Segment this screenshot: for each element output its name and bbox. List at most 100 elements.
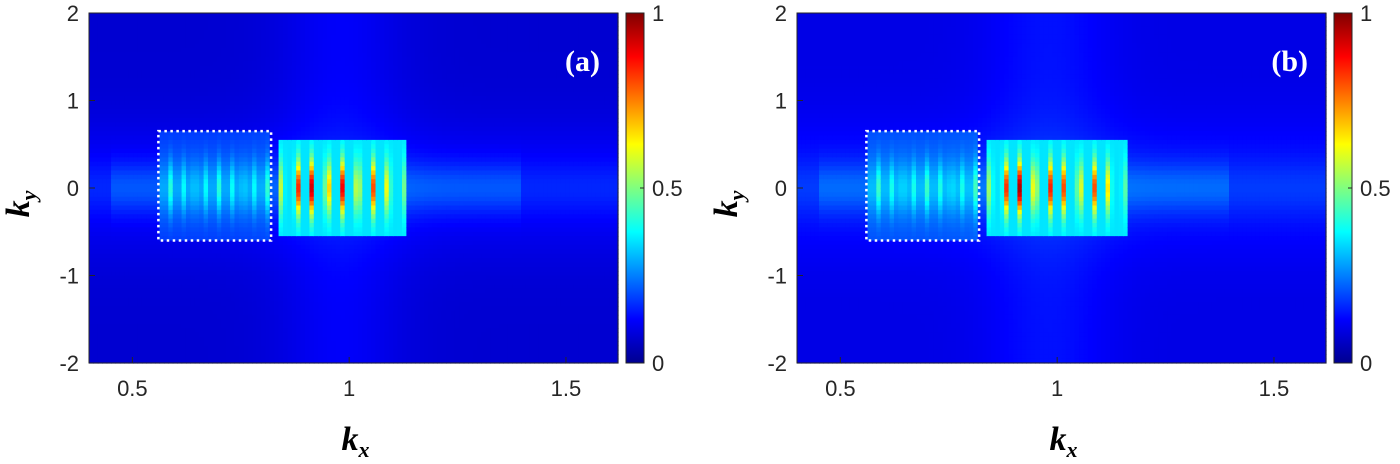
heatmap-cell bbox=[208, 118, 213, 123]
heatmap-cell bbox=[301, 61, 306, 66]
heatmap-cell bbox=[221, 280, 226, 285]
heatmap-cell bbox=[345, 179, 350, 184]
heatmap-cell bbox=[102, 79, 107, 84]
heatmap-cell bbox=[212, 31, 217, 36]
heatmap-cell bbox=[331, 302, 336, 307]
heatmap-cell bbox=[270, 17, 275, 22]
heatmap-cell bbox=[305, 92, 310, 97]
heatmap-cell bbox=[111, 236, 116, 241]
heatmap-cell bbox=[261, 118, 266, 123]
heatmap-cell bbox=[327, 171, 332, 176]
heatmap-cell bbox=[327, 153, 332, 158]
heatmap-cell bbox=[305, 79, 310, 84]
heatmap-cell bbox=[93, 258, 98, 263]
heatmap-cell bbox=[243, 227, 248, 232]
heatmap-cell bbox=[349, 293, 354, 298]
heatmap-cell bbox=[133, 280, 138, 285]
heatmap-cell bbox=[190, 70, 195, 75]
heatmap-cell bbox=[124, 280, 129, 285]
heatmap-cell bbox=[349, 306, 354, 311]
heatmap-cell bbox=[173, 337, 178, 342]
heatmap-cell bbox=[129, 166, 134, 171]
heatmap-cell bbox=[287, 254, 292, 259]
heatmap-cell bbox=[107, 328, 112, 333]
heatmap-cell bbox=[257, 254, 262, 259]
heatmap-cell bbox=[331, 332, 336, 337]
heatmap-cell bbox=[261, 149, 266, 154]
heatmap-cell bbox=[301, 262, 306, 267]
heatmap-cell bbox=[204, 350, 209, 355]
heatmap-cell bbox=[160, 289, 165, 294]
heatmap-cell bbox=[287, 140, 292, 145]
heatmap-cell bbox=[279, 114, 284, 119]
heatmap-cell bbox=[129, 297, 134, 302]
heatmap-cell bbox=[98, 114, 103, 119]
heatmap-cell bbox=[323, 39, 328, 44]
heatmap-cell bbox=[137, 35, 142, 40]
heatmap-cell bbox=[186, 346, 191, 351]
heatmap-cell bbox=[314, 179, 319, 184]
heatmap-cell bbox=[146, 245, 151, 250]
heatmap-cell bbox=[252, 341, 257, 346]
heatmap-cell bbox=[199, 332, 204, 337]
heatmap-cell bbox=[221, 315, 226, 320]
heatmap-cell bbox=[248, 293, 253, 298]
heatmap-cell bbox=[199, 188, 204, 193]
heatmap-cell bbox=[195, 284, 200, 289]
heatmap-cell bbox=[252, 284, 257, 289]
heatmap-cell bbox=[217, 262, 222, 267]
heatmap-cell bbox=[195, 17, 200, 22]
heatmap-cell bbox=[142, 258, 147, 263]
heatmap-cell bbox=[252, 22, 257, 27]
heatmap-cell bbox=[146, 249, 151, 254]
heatmap-cell bbox=[142, 136, 147, 141]
heatmap-cell bbox=[257, 262, 262, 267]
heatmap-cell bbox=[115, 105, 120, 110]
heatmap-cell bbox=[257, 17, 262, 22]
heatmap-cell bbox=[340, 114, 345, 119]
heatmap-cell bbox=[142, 48, 147, 53]
heatmap-cell bbox=[186, 70, 191, 75]
heatmap-cell bbox=[168, 306, 173, 311]
heatmap-cell bbox=[129, 350, 134, 355]
heatmap-cell bbox=[111, 157, 116, 162]
heatmap-cell bbox=[301, 324, 306, 329]
heatmap-cell bbox=[349, 166, 354, 171]
heatmap-cell bbox=[111, 74, 116, 79]
heatmap-cell bbox=[305, 306, 310, 311]
heatmap-cell bbox=[155, 66, 160, 71]
heatmap-cell bbox=[199, 136, 204, 141]
heatmap-cell bbox=[98, 122, 103, 127]
heatmap-cell bbox=[195, 254, 200, 259]
heatmap-cell bbox=[309, 245, 314, 250]
heatmap-cell bbox=[354, 306, 359, 311]
heatmap-cell bbox=[111, 328, 116, 333]
heatmap-cell bbox=[230, 214, 235, 219]
heatmap-cell bbox=[208, 35, 213, 40]
heatmap-cell bbox=[279, 22, 284, 27]
heatmap-cell bbox=[243, 328, 248, 333]
heatmap-cell bbox=[164, 92, 169, 97]
heatmap-cell bbox=[305, 57, 310, 62]
heatmap-cell bbox=[336, 297, 341, 302]
heatmap-cell bbox=[142, 289, 147, 294]
heatmap-cell bbox=[217, 74, 222, 79]
heatmap-cell bbox=[129, 324, 134, 329]
heatmap-cell bbox=[292, 315, 297, 320]
heatmap-cell bbox=[146, 306, 151, 311]
heatmap-cell bbox=[173, 192, 178, 197]
heatmap-cell bbox=[160, 83, 165, 88]
heatmap-cell bbox=[137, 87, 142, 92]
heatmap-cell bbox=[124, 175, 129, 180]
heatmap-cell bbox=[257, 306, 262, 311]
heatmap-cell bbox=[160, 118, 165, 123]
heatmap-cell bbox=[305, 249, 310, 254]
heatmap-cell bbox=[274, 223, 279, 228]
heatmap-cell bbox=[168, 105, 173, 110]
heatmap-cell bbox=[164, 109, 169, 114]
heatmap-cell bbox=[93, 162, 98, 167]
heatmap-cell bbox=[160, 175, 165, 180]
heatmap-cell bbox=[164, 197, 169, 202]
heatmap-cell bbox=[349, 289, 354, 294]
heatmap-cell bbox=[314, 131, 319, 136]
